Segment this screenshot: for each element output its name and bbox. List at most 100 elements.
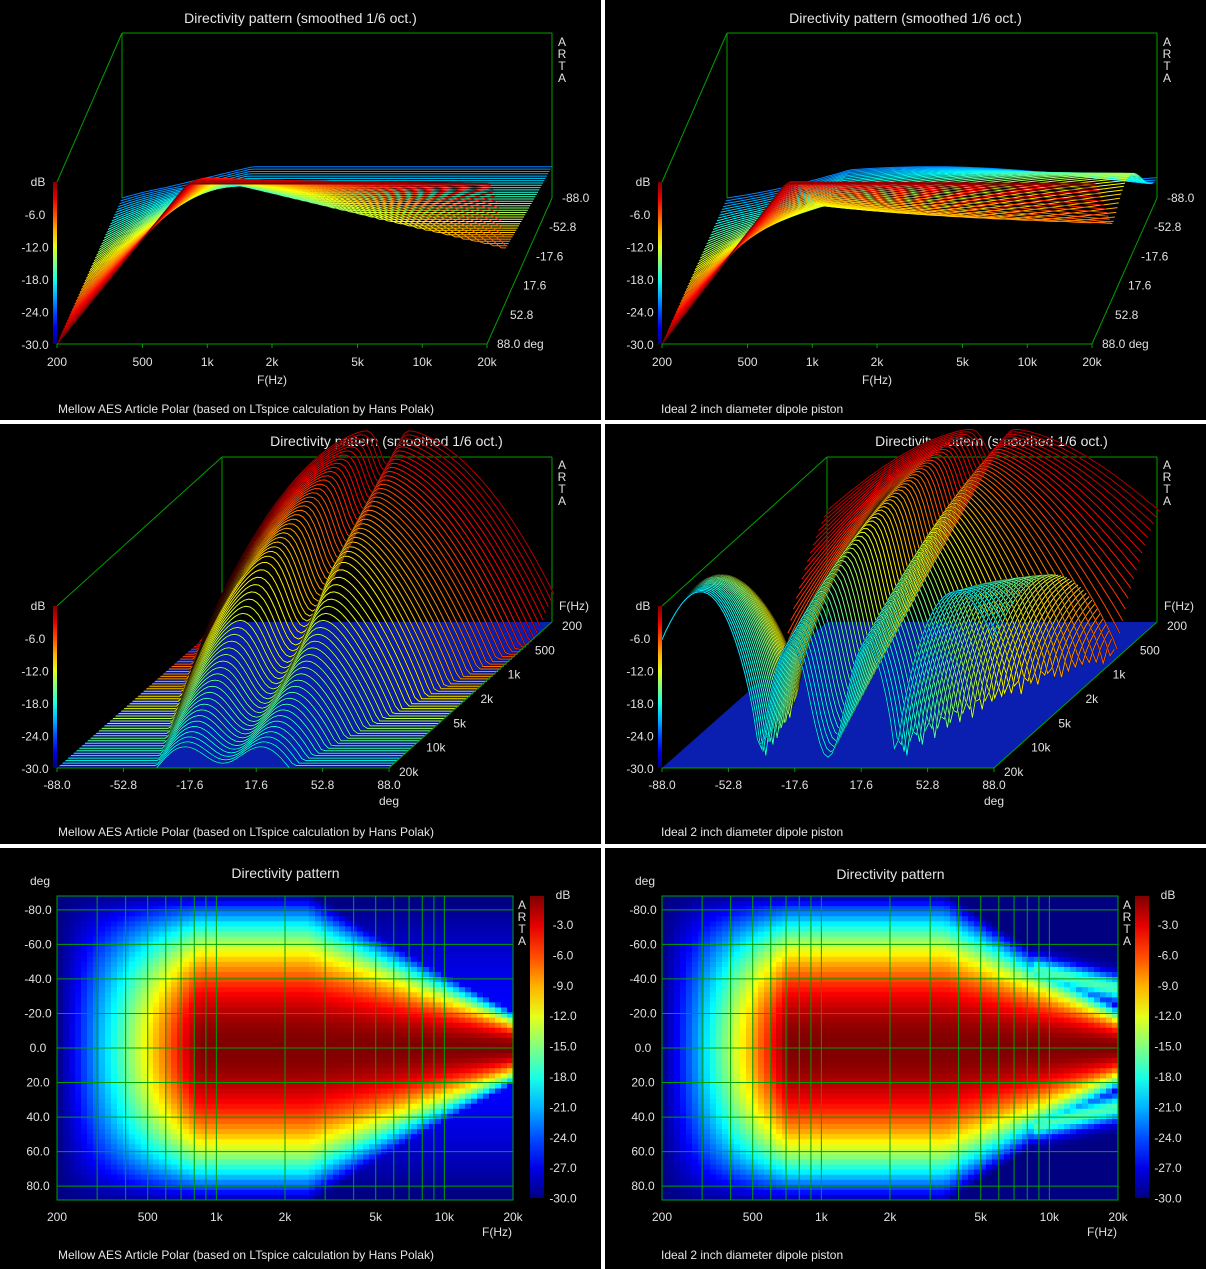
heatmap-cell (285, 1078, 292, 1085)
heatmap-cell (369, 1048, 376, 1054)
heatmap-cell (483, 931, 490, 938)
heatmap-cell (231, 916, 238, 922)
heatmap-cell (387, 1058, 394, 1064)
heatmap-cell (333, 951, 340, 958)
heatmap-cell (75, 1118, 82, 1125)
heatmap-cell (135, 1103, 142, 1110)
heatmap-cell (189, 1108, 196, 1115)
heatmap-cell (117, 1118, 124, 1125)
heatmap-cell (249, 1164, 256, 1171)
heatmap-cell (387, 972, 394, 978)
heatmap-cell (363, 1012, 370, 1019)
heatmap-cell (369, 956, 376, 963)
heatmap-cell (75, 1103, 82, 1110)
heatmap-cell (375, 936, 382, 943)
heatmap-cell (87, 921, 94, 927)
heatmap-cell (399, 1068, 406, 1074)
heatmap-cell (219, 1139, 226, 1145)
heatmap-cell (291, 1179, 298, 1186)
heatmap-cell (117, 1174, 124, 1181)
heatmap-cell (459, 1053, 466, 1059)
brand-letter: A (1163, 458, 1171, 472)
heatmap-cell (267, 921, 274, 927)
heatmap-cell (135, 982, 142, 988)
heatmap-cell (465, 987, 472, 993)
brand-letter: A (1163, 35, 1171, 49)
heatmap-cell (225, 1108, 232, 1115)
heatmap-cell (105, 1194, 112, 1201)
heatmap-cell (435, 1058, 442, 1064)
heatmap-cell (171, 1118, 178, 1125)
heatmap-cell (375, 1068, 382, 1074)
heatmap-cell (345, 1002, 352, 1009)
heatmap-cell (387, 1098, 394, 1105)
heatmap-cell (171, 936, 178, 943)
heatmap-cell (171, 1124, 178, 1130)
heatmap-cell (477, 1048, 484, 1054)
heatmap-cell (435, 992, 442, 998)
heatmap-cell (75, 901, 82, 907)
heatmap-cell (147, 1048, 154, 1054)
heatmap-cell (471, 1037, 478, 1044)
heatmap-cell (363, 1108, 370, 1115)
heatmap-cell (183, 1174, 190, 1181)
heatmap-cell (447, 1042, 454, 1049)
heatmap-cell (387, 931, 394, 938)
heatmap-cell (201, 1159, 208, 1166)
heatmap-cell (111, 896, 118, 902)
heatmap-cell (63, 921, 70, 927)
heatmap-cell (57, 1042, 64, 1049)
heatmap-cell (147, 1154, 154, 1161)
heatmap-cell (435, 956, 442, 963)
heatmap-cell (423, 1017, 430, 1024)
heatmap-cell (459, 1007, 466, 1014)
heatmap-cell (357, 1154, 364, 1161)
heatmap-cell (63, 1108, 70, 1115)
heatmap-cell (141, 921, 148, 927)
heatmap-cell (417, 1144, 424, 1150)
heatmap-cell (297, 1169, 304, 1176)
heatmap-cell (423, 911, 430, 917)
heatmap-cell (159, 992, 166, 998)
heatmap-cell (303, 1078, 310, 1085)
heatmap-cell (267, 972, 274, 978)
trace-line (112, 626, 445, 719)
heatmap-cell (135, 1108, 142, 1115)
heatmap-cell (99, 1103, 106, 1110)
heatmap-cell (321, 1189, 328, 1196)
heatmap-cell (249, 956, 256, 963)
heatmap-cell (135, 911, 142, 917)
heatmap-cell (477, 921, 484, 927)
trace-line (661, 183, 1092, 345)
heatmap-cell (93, 951, 100, 958)
heatmap-cell (99, 1042, 106, 1049)
heatmap-cell (417, 911, 424, 917)
heatmap-cell (279, 901, 286, 907)
heatmap-cell (129, 956, 136, 963)
heatmap-cell (195, 1118, 202, 1125)
chart-panel-dipole-angle-waterfall: Directivity pattern (smoothed 1/6 oct.) … (605, 424, 1206, 844)
heatmap-cell (111, 977, 118, 983)
heatmap-cell (123, 1144, 130, 1150)
heatmap-cell (111, 1129, 118, 1135)
heatmap-cell (357, 977, 364, 983)
heatmap-cell (99, 946, 106, 953)
heatmap-cell (411, 1124, 418, 1130)
heatmap-cell (381, 1144, 388, 1150)
frame-line (486, 197, 553, 345)
heatmap-cell (93, 992, 100, 998)
heatmap-cell (63, 1027, 70, 1034)
heatmap-cell (447, 1027, 454, 1034)
heatmap-cell (183, 901, 190, 907)
heatmap-cell (111, 1058, 118, 1064)
heatmap-cell (393, 1118, 400, 1125)
heatmap-cell (285, 1149, 292, 1155)
heatmap-cell (471, 1179, 478, 1186)
heatmap-cell (111, 966, 118, 973)
heatmap-cell (237, 1184, 244, 1191)
heatmap-cell (363, 1027, 370, 1034)
heatmap-cell (489, 1053, 496, 1059)
chart-caption: Ideal 2 inch diameter dipole piston (661, 402, 844, 416)
heatmap-cell (399, 921, 406, 927)
heatmap-cell (141, 1012, 148, 1019)
